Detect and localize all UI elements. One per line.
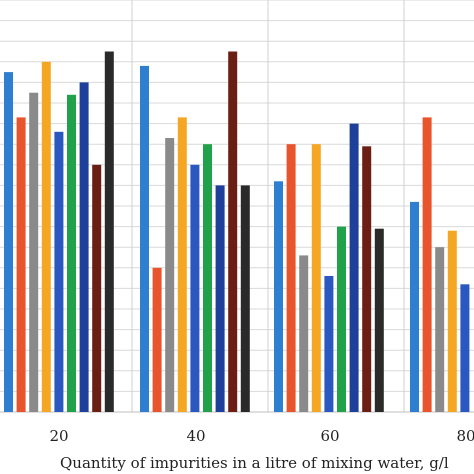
bar xyxy=(274,181,283,412)
x-tick-labels: 20 40 60 80 xyxy=(49,427,474,445)
x-tick-label: 80 xyxy=(456,427,474,445)
bar xyxy=(41,61,51,413)
bar xyxy=(152,267,162,412)
bar xyxy=(16,117,26,413)
x-axis-title: Quantity of impurities in a litre of mix… xyxy=(60,454,449,472)
bar xyxy=(165,138,175,412)
bar xyxy=(240,185,250,412)
bar xyxy=(374,228,384,412)
bar xyxy=(67,94,76,413)
bar xyxy=(299,255,309,412)
bar xyxy=(4,72,13,412)
bar xyxy=(104,51,114,412)
bar xyxy=(203,144,212,412)
x-tick-label: 60 xyxy=(320,427,339,445)
bar xyxy=(215,185,225,412)
bar xyxy=(410,201,419,412)
bar xyxy=(228,51,238,412)
bar xyxy=(54,131,64,413)
bar xyxy=(324,276,334,412)
x-tick-label: 40 xyxy=(186,427,205,445)
bar xyxy=(29,92,39,412)
bar xyxy=(447,230,457,412)
bars xyxy=(4,51,470,413)
bar xyxy=(422,117,432,413)
bar xyxy=(460,284,470,412)
bar xyxy=(177,117,187,413)
bar xyxy=(286,144,296,412)
x-tick-label: 20 xyxy=(49,427,68,445)
bar xyxy=(337,226,346,412)
bar xyxy=(435,247,445,412)
bar xyxy=(92,164,102,412)
bar xyxy=(362,146,372,413)
bar xyxy=(311,144,321,412)
bar xyxy=(140,65,149,413)
bar xyxy=(349,123,359,412)
bar xyxy=(79,82,89,413)
bar xyxy=(190,164,200,412)
